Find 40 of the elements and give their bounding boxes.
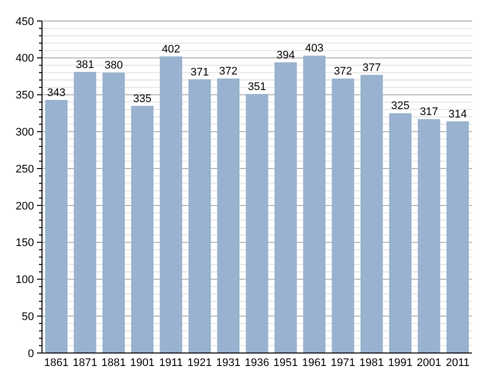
x-tick-label: 1971 (330, 357, 356, 369)
y-tick-label: 250 (16, 163, 34, 176)
x-tick-label: 1931 (216, 357, 241, 369)
data-label: 403 (305, 42, 324, 55)
data-label: 381 (76, 58, 94, 71)
x-tick-label: 1881 (101, 357, 126, 369)
y-tick-label: 0 (28, 348, 34, 360)
data-label: 402 (162, 43, 180, 56)
x-tick-label: 2011 (446, 357, 470, 369)
data-label: 380 (104, 60, 123, 72)
x-tick-label: 1901 (130, 357, 155, 369)
x-tick-label: 1921 (187, 357, 212, 369)
x-tick-label: 1981 (359, 357, 384, 369)
data-label: 325 (391, 100, 410, 112)
x-tick-label: 1991 (388, 357, 413, 369)
data-label: 335 (133, 92, 152, 105)
x-tick-label: 1911 (159, 357, 183, 369)
data-label: 351 (248, 81, 266, 94)
x-tick-label: 1961 (302, 357, 327, 369)
data-label: 377 (362, 62, 381, 74)
y-tick-label: 100 (16, 274, 34, 286)
data-label: 372 (334, 66, 352, 78)
data-label: 371 (190, 66, 209, 78)
y-tick-label: 450 (16, 16, 34, 28)
y-tick-label: 300 (16, 126, 34, 139)
y-tick-label: 150 (16, 237, 34, 250)
data-label: 394 (276, 49, 295, 62)
data-label: 372 (219, 66, 238, 78)
x-tick-label: 1951 (273, 357, 298, 369)
x-tick-label: 2001 (416, 357, 442, 369)
y-tick-label: 200 (16, 200, 34, 212)
x-tick-label: 1936 (244, 357, 270, 369)
y-tick-label: 50 (22, 310, 34, 323)
x-tick-label: 1861 (44, 357, 69, 369)
data-label: 317 (420, 106, 438, 118)
y-tick-label: 400 (16, 52, 34, 65)
data-label: 343 (47, 86, 66, 99)
y-tick-label: 350 (16, 90, 34, 102)
data-label: 314 (448, 108, 467, 120)
x-tick-label: 1871 (72, 357, 98, 369)
